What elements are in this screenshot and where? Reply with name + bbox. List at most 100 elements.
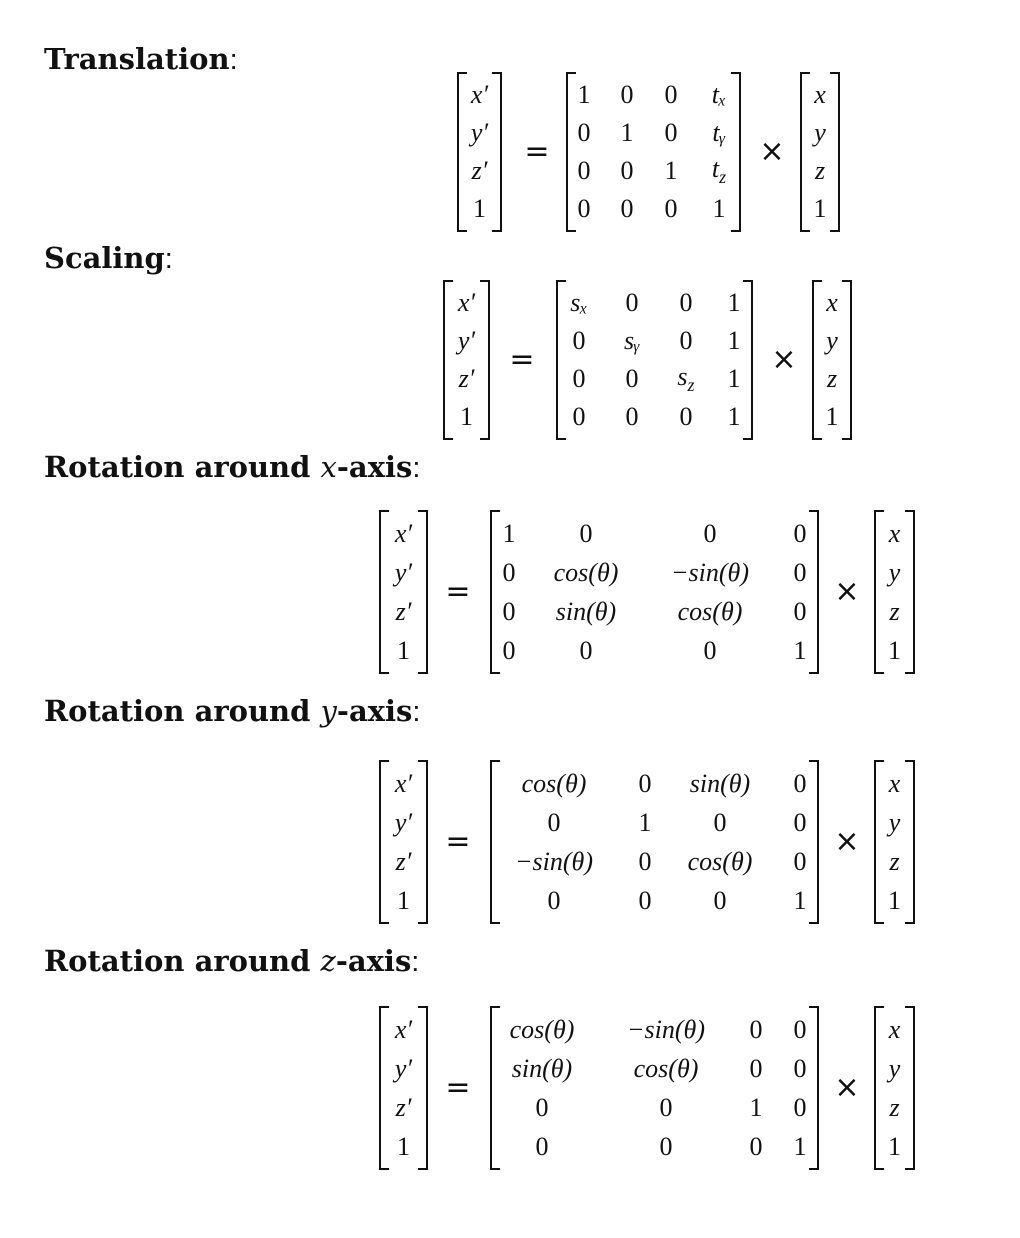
matrix-cell: 0 — [749, 1014, 763, 1044]
output-vector-entry: x′ — [394, 768, 413, 798]
matrix-cell: cos(θ) — [509, 1014, 575, 1044]
matrix-cell: 0 — [502, 635, 516, 665]
output-vector-entry: y′ — [457, 326, 476, 355]
heading-suffix: -axis — [336, 694, 413, 728]
input-vector-entry: z — [814, 156, 826, 185]
output-vector-entry: x′ — [394, 518, 413, 548]
matrix-cell: sin(θ) — [555, 596, 617, 626]
input-vector-entry: y — [826, 326, 838, 355]
matrix-cell: 0 — [793, 518, 807, 548]
output-vector-entry: z′ — [471, 156, 488, 185]
matrix-cell: 0 — [679, 288, 693, 317]
equals-sign: = — [509, 342, 535, 377]
input-vector-entry: z — [826, 364, 838, 393]
heading-colon: : — [411, 946, 420, 978]
matrix-cell: 0 — [535, 1092, 549, 1122]
matrix-cell: sᵧ — [623, 326, 641, 355]
matrix-cell: 0 — [638, 846, 652, 876]
matrix-cell: 0 — [793, 1053, 807, 1083]
input-vector-entry: 1 — [825, 402, 839, 431]
matrix-cell: 1 — [502, 518, 516, 548]
matrix-cell: tₓ — [711, 80, 727, 109]
input-vector-entry: 1 — [888, 635, 901, 665]
matrix-cell: 1 — [620, 118, 634, 147]
matrix-cell: 0 — [620, 156, 634, 185]
matrix-cell: 0 — [659, 1092, 673, 1122]
times-sign: × — [834, 574, 860, 609]
heading-label: Rotation around — [44, 944, 321, 978]
matrix-cell: 0 — [793, 846, 807, 876]
input-vector-entry: z — [889, 596, 900, 626]
matrix-cell: 0 — [577, 194, 591, 223]
matrix-cell: 1 — [749, 1092, 763, 1122]
matrix-cell: 0 — [793, 807, 807, 837]
heading-axis-var: z — [320, 944, 336, 978]
input-vector-entry: x — [888, 518, 901, 548]
input-vector-entry: x — [888, 1014, 901, 1044]
equals-sign: = — [445, 824, 471, 859]
matrix-cell: 1 — [664, 156, 678, 185]
times-sign: × — [834, 1070, 860, 1105]
matrix-cell: 1 — [712, 194, 726, 223]
matrix-cell: −sin(θ) — [627, 1014, 705, 1044]
matrix-cell: 0 — [579, 518, 593, 548]
matrix-cell: 0 — [703, 635, 717, 665]
matrix-cell: cos(θ) — [553, 557, 619, 587]
output-vector-entry: 1 — [397, 885, 410, 915]
matrix-cell: 0 — [502, 557, 516, 587]
input-vector-entry: z — [889, 846, 900, 876]
matrix-cell: 0 — [664, 80, 678, 109]
matrix-cell: 0 — [664, 118, 678, 147]
matrix-cell: 0 — [579, 635, 593, 665]
output-vector-entry: y′ — [394, 807, 413, 837]
matrix-cell: 1 — [793, 1131, 807, 1161]
matrix-cell: 0 — [620, 194, 634, 223]
transform-matrix-bracket — [490, 760, 819, 924]
matrix-cell: 0 — [659, 1131, 673, 1161]
input-vector-bracket — [874, 1006, 915, 1170]
output-vector-entry: x′ — [470, 80, 489, 109]
matrix-cell: cos(θ) — [521, 768, 587, 798]
equals-sign: = — [445, 574, 471, 609]
heading-label: Scaling — [44, 241, 165, 275]
heading-scaling: Scaling: — [44, 241, 173, 276]
transform-matrix-bracket — [556, 280, 753, 440]
heading-rotation-x: Rotation around x-axis: — [44, 450, 420, 485]
matrix-cell: 0 — [577, 156, 591, 185]
output-vector-bracket — [457, 72, 502, 232]
output-vector-entry: y′ — [394, 1053, 413, 1083]
heading-rotation-z: Rotation around z-axis: — [44, 944, 419, 979]
input-vector-bracket — [874, 510, 915, 674]
matrix-cell: 0 — [679, 326, 693, 355]
matrix-cell: tz — [711, 154, 727, 187]
matrix-cell: 1 — [727, 326, 741, 355]
input-vector-entry: y — [888, 557, 901, 587]
matrix-cell: sin(θ) — [689, 768, 751, 798]
matrix-cell: 0 — [713, 885, 727, 915]
heading-label: Rotation around — [44, 694, 321, 728]
output-vector-entry: x′ — [457, 288, 476, 317]
matrix-cell: 0 — [638, 885, 652, 915]
matrix-cell: sz — [677, 362, 695, 395]
matrix-cell: 0 — [572, 402, 586, 431]
output-vector-entry: y′ — [394, 557, 413, 587]
heading-label: Translation — [44, 42, 230, 76]
transform-matrix-bracket — [566, 72, 741, 232]
matrix-cell: cos(θ) — [677, 596, 743, 626]
heading-colon: : — [229, 44, 238, 76]
input-vector-entry: y — [888, 1053, 901, 1083]
input-vector-entry: x — [826, 288, 838, 317]
input-vector-entry: 1 — [813, 194, 827, 223]
heading-colon: : — [412, 696, 421, 728]
matrix-cell: 1 — [727, 402, 741, 431]
matrix-cell: 0 — [547, 885, 561, 915]
input-vector-bracket — [812, 280, 852, 440]
matrix-cell: 1 — [638, 807, 652, 837]
matrix-cell: 0 — [577, 118, 591, 147]
output-vector-entry: z′ — [395, 1092, 412, 1122]
matrix-cell: 1 — [727, 288, 741, 317]
times-sign: × — [834, 824, 860, 859]
output-vector-entry: y′ — [470, 118, 489, 147]
output-vector-bracket — [379, 760, 428, 924]
output-vector-bracket — [379, 1006, 428, 1170]
